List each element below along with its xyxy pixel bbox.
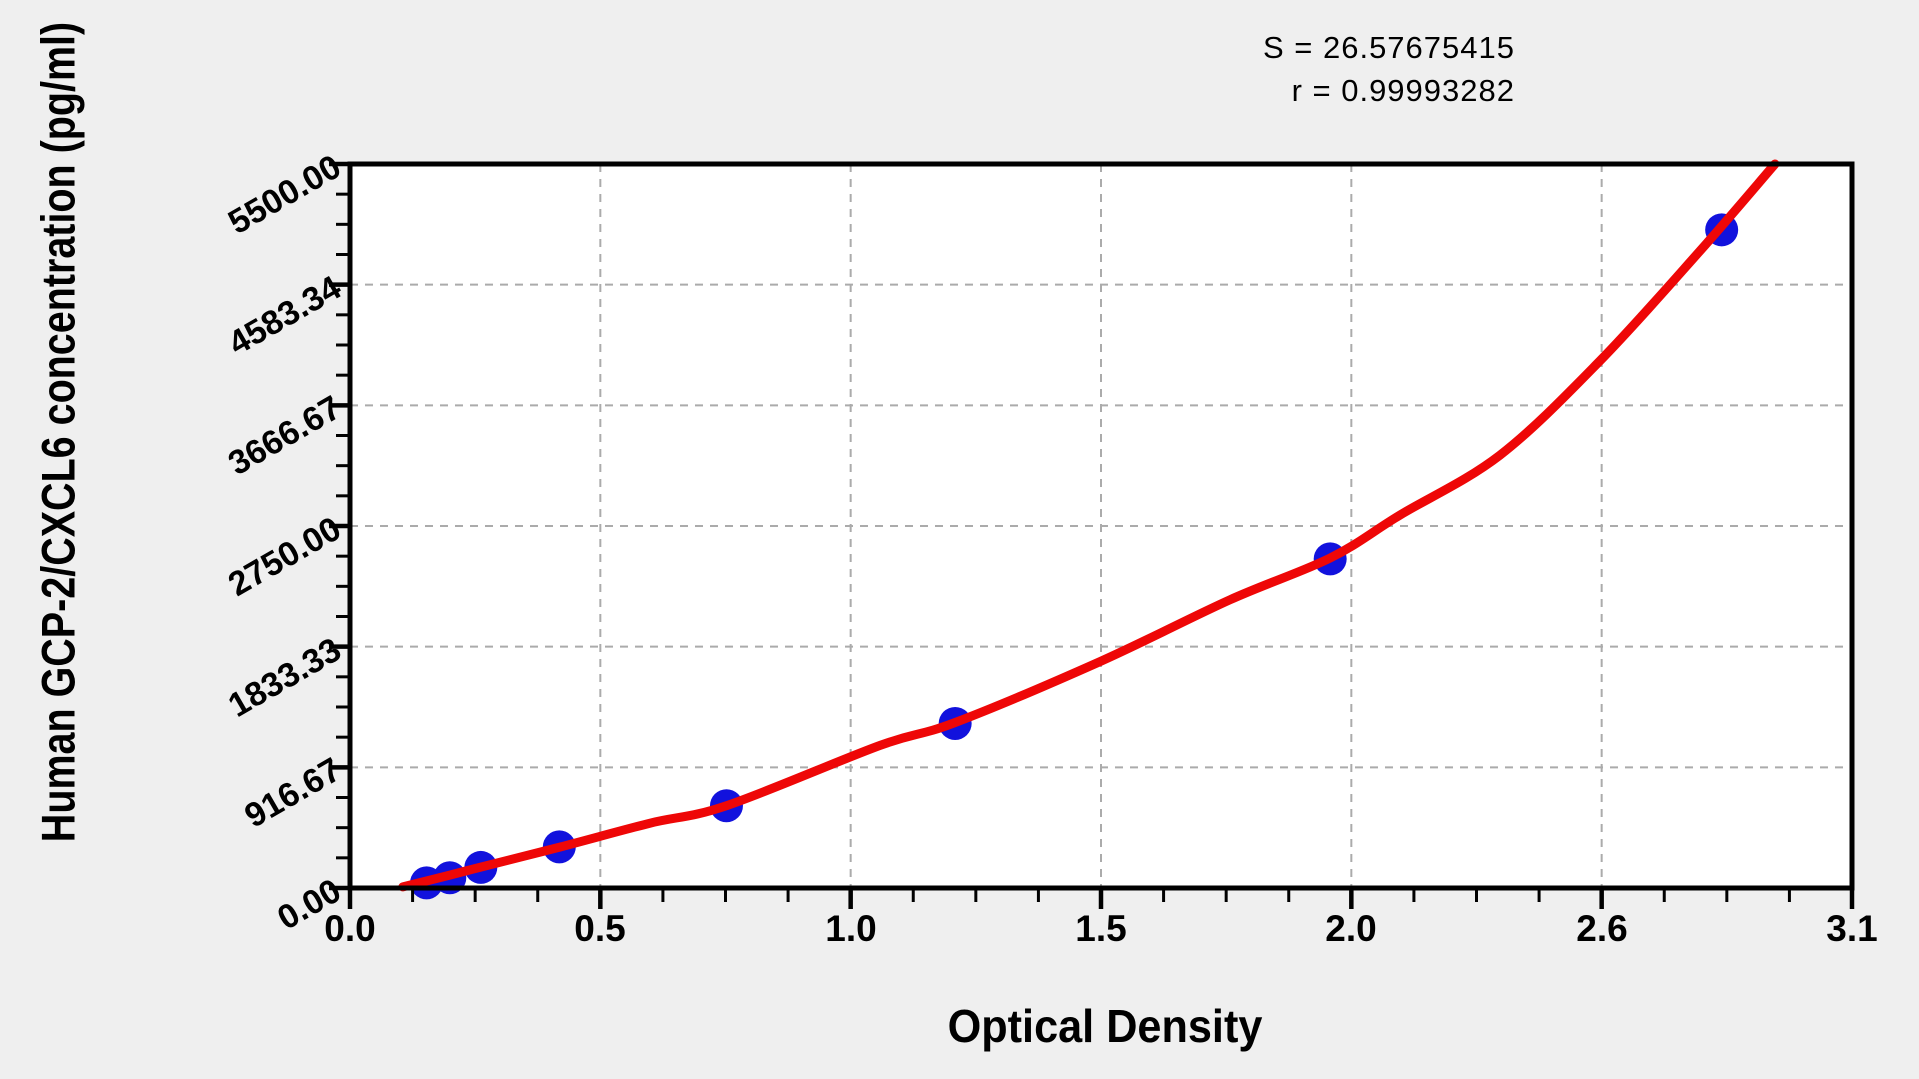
x-tick-label-2: 1.0 bbox=[825, 908, 877, 949]
stat-r-value: r = 0.99993282 bbox=[1291, 73, 1515, 108]
y-axis-title: Human GCP-2/CXCL6 concentration (pg/ml) bbox=[31, 21, 85, 843]
x-tick-label-5: 2.6 bbox=[1576, 908, 1628, 949]
stat-s-value: S = 26.57675415 bbox=[1262, 30, 1515, 65]
x-tick-label-4: 2.0 bbox=[1325, 908, 1377, 949]
x-tick-label-6: 3.1 bbox=[1826, 908, 1878, 949]
fit-statistics: S = 26.57675415 r = 0.99993282 bbox=[1263, 26, 1515, 112]
fitted-curve bbox=[398, 159, 1780, 892]
x-axis-title: Optical Density bbox=[947, 1000, 1263, 1052]
x-tick-label-0: 0.0 bbox=[324, 908, 376, 949]
x-tick-label-1: 0.5 bbox=[574, 908, 626, 949]
plot-frame bbox=[347, 161, 1855, 891]
x-tick-label-3: 1.5 bbox=[1075, 908, 1127, 949]
